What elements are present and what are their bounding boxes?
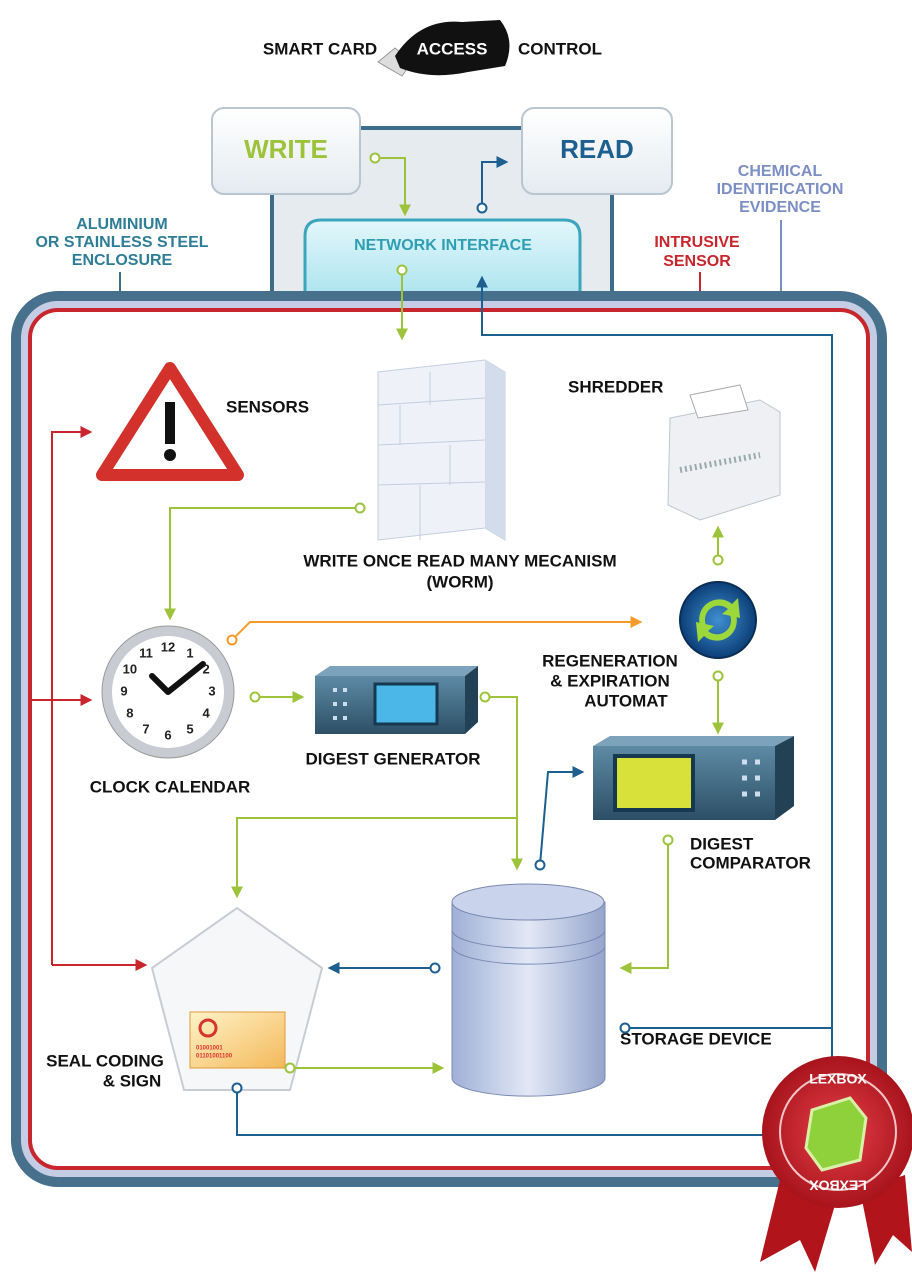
clock-numeral: 4 [202, 705, 210, 720]
connector-dot [371, 154, 380, 163]
card-code: 01101001100 [196, 1054, 233, 1060]
exclamation [165, 402, 175, 444]
storage-icon [452, 884, 605, 1096]
worm-label: WRITE ONCE READ MANY MECANISM [303, 551, 616, 570]
seal-label: SEAL CODING [46, 1051, 164, 1070]
enclosure-callout: ALUMINIUM OR STAINLESS STEEL ENCLOSURE [35, 216, 208, 294]
clock-numeral: 11 [139, 645, 153, 660]
page: { "access": {"left": "SMART CARD", "badg… [0, 0, 912, 1276]
clock-numeral: 6 [164, 727, 171, 742]
connector-dot [233, 1084, 242, 1093]
card-code: 01001001 [196, 1046, 223, 1052]
sensors-label: SENSORS [226, 397, 309, 416]
badge-bottom: LEXBOX [809, 1177, 867, 1193]
clock-label: CLOCK CALENDAR [90, 777, 251, 796]
lexbox-badge: LEXBOX LEXBOX [760, 1056, 912, 1272]
write-label: WRITE [244, 134, 328, 164]
access-badge: ACCESS [417, 39, 488, 58]
connector-dot [664, 836, 673, 845]
connector-dot [228, 636, 237, 645]
connector-dot [286, 1064, 295, 1073]
callout-line: ENCLOSURE [72, 252, 173, 269]
device-top [315, 666, 478, 676]
access-right: CONTROL [518, 39, 602, 58]
digest-comparator-label: DIGEST [690, 834, 754, 853]
label-line: REGENERATION [542, 651, 678, 670]
device-screen [375, 684, 437, 724]
worm-label: (WORM) [426, 572, 493, 591]
network-label: NETWORK INTERFACE [354, 237, 532, 254]
cylinder-top [452, 884, 604, 920]
device-screen [615, 756, 693, 810]
worm-icon [378, 360, 505, 540]
connector-dot [621, 1024, 630, 1033]
connector-dot [478, 204, 487, 213]
connector-dot [714, 672, 723, 681]
worm-side [485, 360, 505, 540]
clock-numeral: 8 [126, 705, 133, 720]
shredder-label: SHREDDER [568, 377, 663, 396]
seal-cube [806, 1098, 866, 1170]
clock-numeral: 1 [186, 645, 193, 660]
connector-dot [398, 266, 407, 275]
recycle-disc [680, 582, 756, 658]
connector-dot [536, 861, 545, 870]
callout-line: IDENTIFICATION [717, 181, 844, 198]
digest-generator-icon [315, 666, 478, 734]
storage-label: STORAGE DEVICE [620, 1029, 772, 1048]
digest-comparator-icon [593, 736, 794, 820]
digest-comparator-label: COMPARATOR [690, 853, 811, 872]
callout-line: INTRUSIVE [654, 234, 740, 251]
cylinder-body [452, 902, 605, 1096]
clock-numeral: 2 [202, 661, 209, 676]
clock-numeral: 3 [208, 683, 215, 698]
connector-dot [481, 693, 490, 702]
callout-line: EVIDENCE [739, 199, 821, 216]
connector-dot [714, 556, 723, 565]
clock-numeral: 7 [142, 722, 149, 737]
device-side [775, 736, 794, 820]
read-label: READ [560, 134, 634, 164]
badge-top: LEXBOX [809, 1071, 867, 1087]
clock-numeral: 10 [123, 661, 137, 676]
diagram: SMART CARD ACCESS CONTROL WRITE READ NET… [0, 0, 912, 1276]
connector-dot [431, 964, 440, 973]
access-left: SMART CARD [263, 39, 377, 58]
callout-line: SENSOR [663, 253, 731, 270]
callout-line: ALUMINIUM [76, 216, 168, 233]
clock-numeral: 12 [161, 639, 175, 654]
callout-line: OR STAINLESS STEEL [35, 234, 208, 251]
seal-label: & SIGN [103, 1071, 162, 1090]
connector-dot [251, 693, 260, 702]
device-side [465, 666, 478, 734]
digest-generator-label: DIGEST GENERATOR [305, 749, 480, 768]
clock-numeral: 5 [186, 722, 193, 737]
device-top [593, 736, 794, 746]
clock-numeral: 9 [120, 683, 127, 698]
connector-dot [356, 504, 365, 513]
regeneration-icon [680, 582, 756, 658]
callout-line: CHEMICAL [738, 163, 823, 180]
exclamation-dot [164, 449, 176, 461]
label-line: AUTOMAT [584, 691, 668, 710]
chemical-callout: CHEMICAL IDENTIFICATION EVIDENCE [717, 163, 844, 298]
network-box [305, 220, 580, 300]
label-line: & EXPIRATION [550, 671, 670, 690]
